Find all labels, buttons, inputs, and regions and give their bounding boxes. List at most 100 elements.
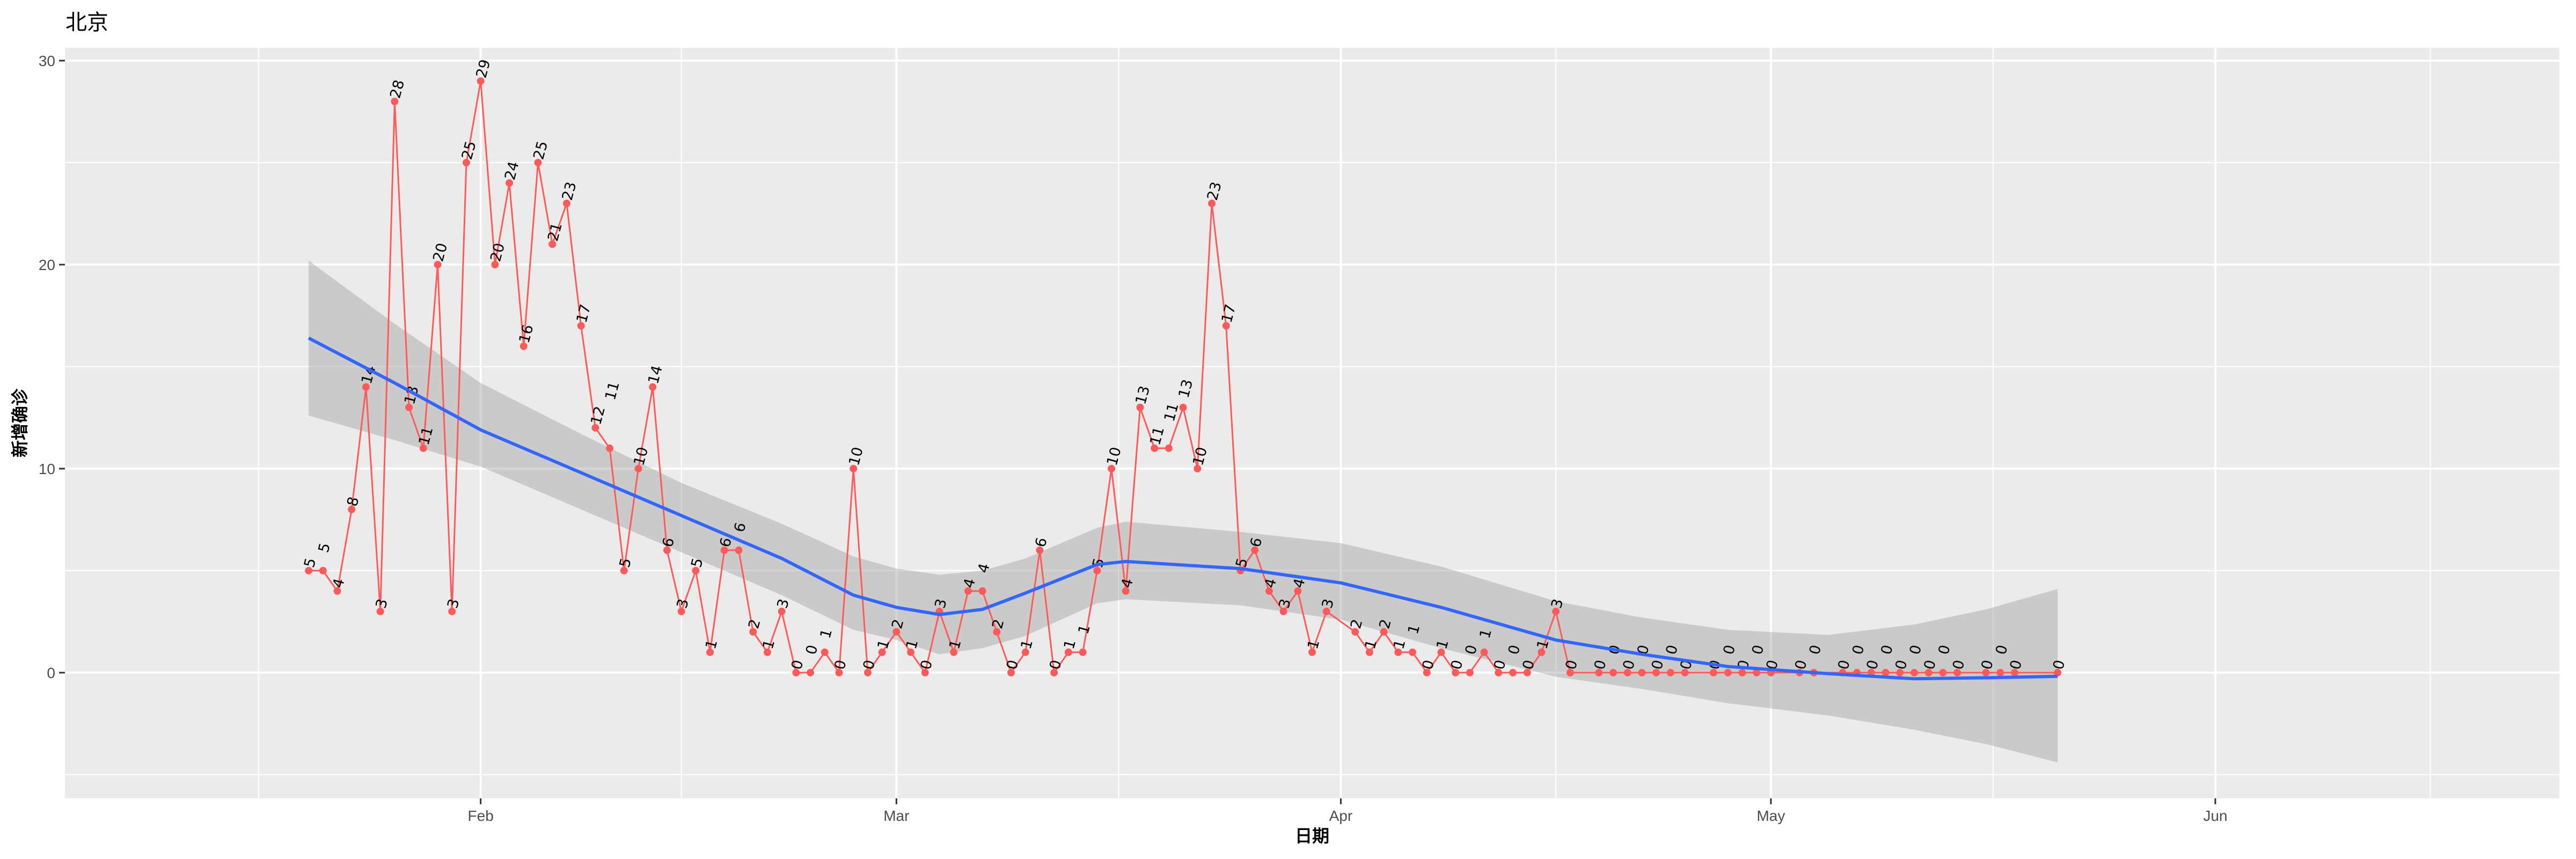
data-point — [362, 383, 370, 391]
data-point — [907, 648, 915, 656]
x-tick-label: Feb — [468, 807, 494, 824]
data-point — [1566, 668, 1574, 676]
data-point — [477, 77, 485, 85]
data-point — [1495, 668, 1503, 676]
data-point — [792, 668, 800, 676]
data-point — [348, 505, 356, 513]
data-point — [1709, 668, 1717, 676]
data-point — [1552, 607, 1560, 615]
x-axis: Feb Mar Apr May Jun — [468, 798, 2227, 824]
data-point — [1351, 628, 1359, 636]
major-gridlines — [65, 48, 2559, 798]
data-point — [821, 648, 829, 656]
data-point — [1194, 464, 1202, 472]
data-point — [778, 607, 786, 615]
data-point — [663, 546, 671, 554]
data-point — [1466, 668, 1474, 676]
data-point — [491, 260, 499, 268]
data-point — [519, 342, 528, 350]
data-point — [1753, 668, 1761, 676]
data-point — [993, 628, 1001, 636]
data-point — [606, 444, 614, 452]
data-point — [1294, 587, 1302, 595]
data-point — [1939, 668, 1947, 676]
x-tick-label: Jun — [2203, 807, 2227, 824]
data-point — [649, 383, 657, 391]
x-tick-label: May — [1757, 807, 1785, 824]
data-point — [562, 199, 570, 207]
data-point — [548, 240, 557, 248]
data-point — [462, 158, 470, 166]
data-point — [1251, 546, 1259, 554]
data-point — [1165, 444, 1173, 452]
data-point — [763, 648, 771, 656]
data-point — [2010, 668, 2018, 676]
data-point — [1322, 607, 1330, 615]
data-point — [1380, 628, 1388, 636]
data-point — [534, 158, 542, 166]
data-point — [878, 648, 886, 656]
data-point — [1408, 648, 1416, 656]
data-point — [305, 566, 313, 574]
data-point — [892, 628, 901, 636]
data-point — [419, 444, 427, 452]
data-point — [1021, 648, 1029, 656]
data-point — [1924, 668, 1933, 676]
data-point — [1365, 648, 1373, 656]
data-point — [319, 566, 327, 574]
x-tick-label: Mar — [883, 807, 909, 824]
data-point — [1437, 648, 1445, 656]
data-point — [1638, 668, 1646, 676]
confidence-band-area — [309, 260, 2058, 763]
data-point — [634, 464, 642, 472]
data-point — [1394, 648, 1402, 656]
confidence-band — [309, 260, 2058, 763]
data-point — [1996, 668, 2004, 676]
data-point — [735, 546, 743, 554]
x-tick-label: Apr — [1329, 807, 1353, 824]
y-tick-label: 0 — [47, 665, 55, 681]
data-point — [1896, 668, 1904, 676]
y-tick-label: 30 — [39, 53, 55, 69]
data-point — [1179, 403, 1187, 411]
y-tick-label: 10 — [39, 461, 55, 477]
data-point — [1523, 668, 1531, 676]
data-point — [1910, 668, 1918, 676]
data-point — [677, 607, 685, 615]
data-point — [1652, 668, 1660, 676]
data-point — [1452, 668, 1460, 676]
data-point — [1122, 587, 1130, 595]
data-point — [720, 546, 728, 554]
data-point — [1423, 668, 1431, 676]
smooth-line-group — [308, 337, 2058, 681]
smooth-line — [308, 337, 2058, 681]
data-point — [1108, 464, 1116, 472]
data-point — [964, 587, 972, 595]
data-point — [405, 403, 413, 411]
data-point — [1623, 668, 1631, 676]
data-point — [1595, 668, 1603, 676]
data-point — [1538, 648, 1546, 656]
data-point — [692, 566, 700, 574]
data-point — [1093, 566, 1101, 574]
data-point — [1953, 668, 1962, 676]
data-point — [863, 668, 872, 676]
data-point — [2054, 668, 2062, 676]
data-point — [706, 648, 714, 656]
data-point — [1279, 607, 1287, 615]
chart-title: 北京 — [65, 10, 108, 35]
data-point — [1480, 648, 1488, 656]
data-point — [391, 97, 399, 105]
data-point — [1681, 668, 1689, 676]
data-point — [1738, 668, 1746, 676]
data-point — [1982, 668, 1990, 676]
y-tick-label: 20 — [39, 257, 55, 273]
data-point — [921, 668, 929, 676]
data-point — [1882, 668, 1890, 676]
data-point — [807, 668, 815, 676]
data-point — [1609, 668, 1617, 676]
y-axis: 0 10 20 30 — [39, 53, 65, 681]
data-point — [1036, 546, 1044, 554]
data-point — [1151, 444, 1159, 452]
